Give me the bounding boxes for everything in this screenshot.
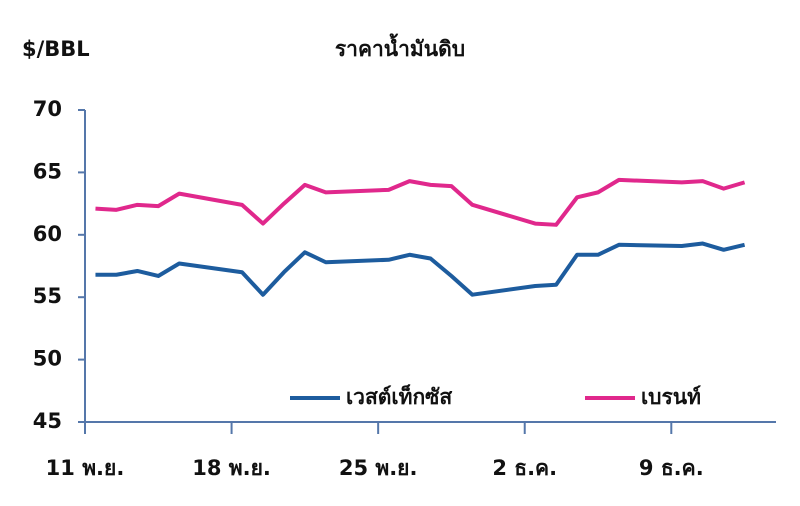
x-tick-label: 18 พ.ย. bbox=[192, 456, 271, 480]
y-tick-label: 60 bbox=[33, 222, 62, 246]
legend-label: เวสต์เท็กซัส bbox=[346, 383, 452, 409]
data-line bbox=[95, 177, 746, 227]
y-tick-label: 55 bbox=[33, 284, 62, 308]
x-tick-label: 2 ธ.ค. bbox=[492, 456, 557, 480]
x-tick-label: 25 พ.ย. bbox=[339, 456, 418, 480]
y-axis-label: $/BBL bbox=[22, 37, 90, 61]
x-tick-label: 11 พ.ย. bbox=[46, 456, 125, 480]
legend-label: เบรนท์ bbox=[641, 385, 701, 409]
data-line bbox=[95, 241, 746, 297]
y-tick-label: 45 bbox=[33, 409, 62, 433]
y-tick-label: 65 bbox=[33, 159, 62, 183]
chart-title: ราคาน้ำมันดิบ bbox=[335, 33, 465, 61]
y-tick-label: 50 bbox=[33, 347, 62, 371]
x-tick-label: 9 ธ.ค. bbox=[639, 456, 704, 480]
y-tick-label: 70 bbox=[33, 97, 62, 121]
